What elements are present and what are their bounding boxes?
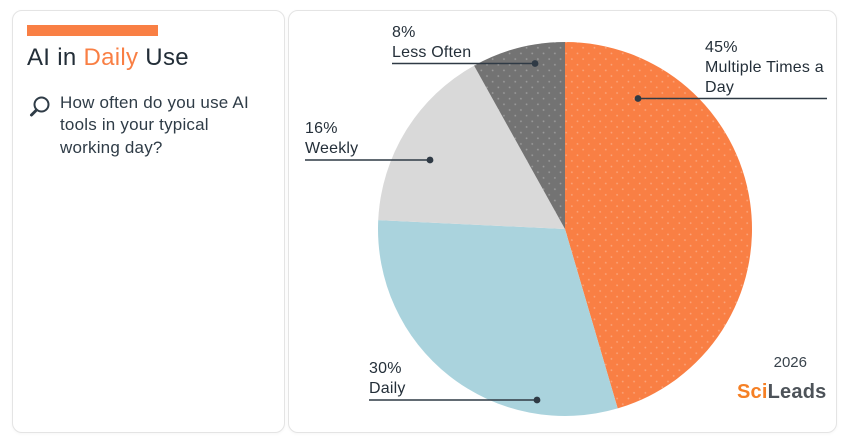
cat-daily: Daily — [369, 380, 406, 397]
question-row: How often do you use AI tools in your ty… — [28, 92, 256, 159]
pie-slice-daily — [378, 220, 618, 416]
pct-multiple-times: 45% — [705, 39, 738, 56]
label-daily: 30% Daily — [369, 359, 509, 399]
pie-slice-weekly — [378, 65, 565, 229]
title-highlight: Daily — [83, 44, 139, 71]
label-weekly: 16% Weekly — [305, 119, 425, 159]
pie-slice-texture-less-often — [474, 42, 565, 229]
cat-multiple-times: Multiple Times a Day — [705, 59, 824, 96]
pie-slice-texture-multiple-times-a-day — [565, 42, 752, 409]
chart-card: 8% Less Often 16% Weekly 45% Multiple Ti… — [288, 10, 837, 433]
accent-bar — [27, 25, 158, 36]
cat-weekly: Weekly — [305, 140, 359, 157]
pct-less-often: 8% — [392, 24, 416, 41]
year-label: 2026 — [773, 354, 807, 371]
leader-dot-daily — [533, 396, 541, 404]
scileads-logo: SciLeads — [737, 381, 827, 404]
label-multiple-times-a-day: 45% Multiple Times a Day — [705, 38, 835, 98]
pie-slices — [378, 42, 752, 416]
intro-card: AI in Daily Use How often do you use AI … — [12, 10, 285, 433]
magnifier-icon — [30, 96, 50, 117]
leader-lines — [305, 60, 827, 404]
cat-less-often: Less Often — [392, 44, 472, 61]
leader-dot-multiple-times — [634, 95, 642, 102]
pie-chart — [305, 42, 827, 416]
pct-weekly: 16% — [305, 120, 338, 137]
label-less-often: 8% Less Often — [392, 23, 512, 63]
title-pre: AI in — [27, 44, 84, 71]
leader-dot-less-often — [531, 60, 539, 67]
logo-sci: Sci — [737, 381, 768, 403]
survey-question: How often do you use AI tools in your ty… — [60, 93, 249, 157]
pct-daily: 30% — [369, 360, 402, 377]
page-title: AI in Daily Use — [27, 44, 189, 72]
logo-leads: Leads — [767, 381, 827, 403]
title-post: Use — [138, 44, 189, 71]
leader-dot-weekly — [426, 156, 434, 164]
